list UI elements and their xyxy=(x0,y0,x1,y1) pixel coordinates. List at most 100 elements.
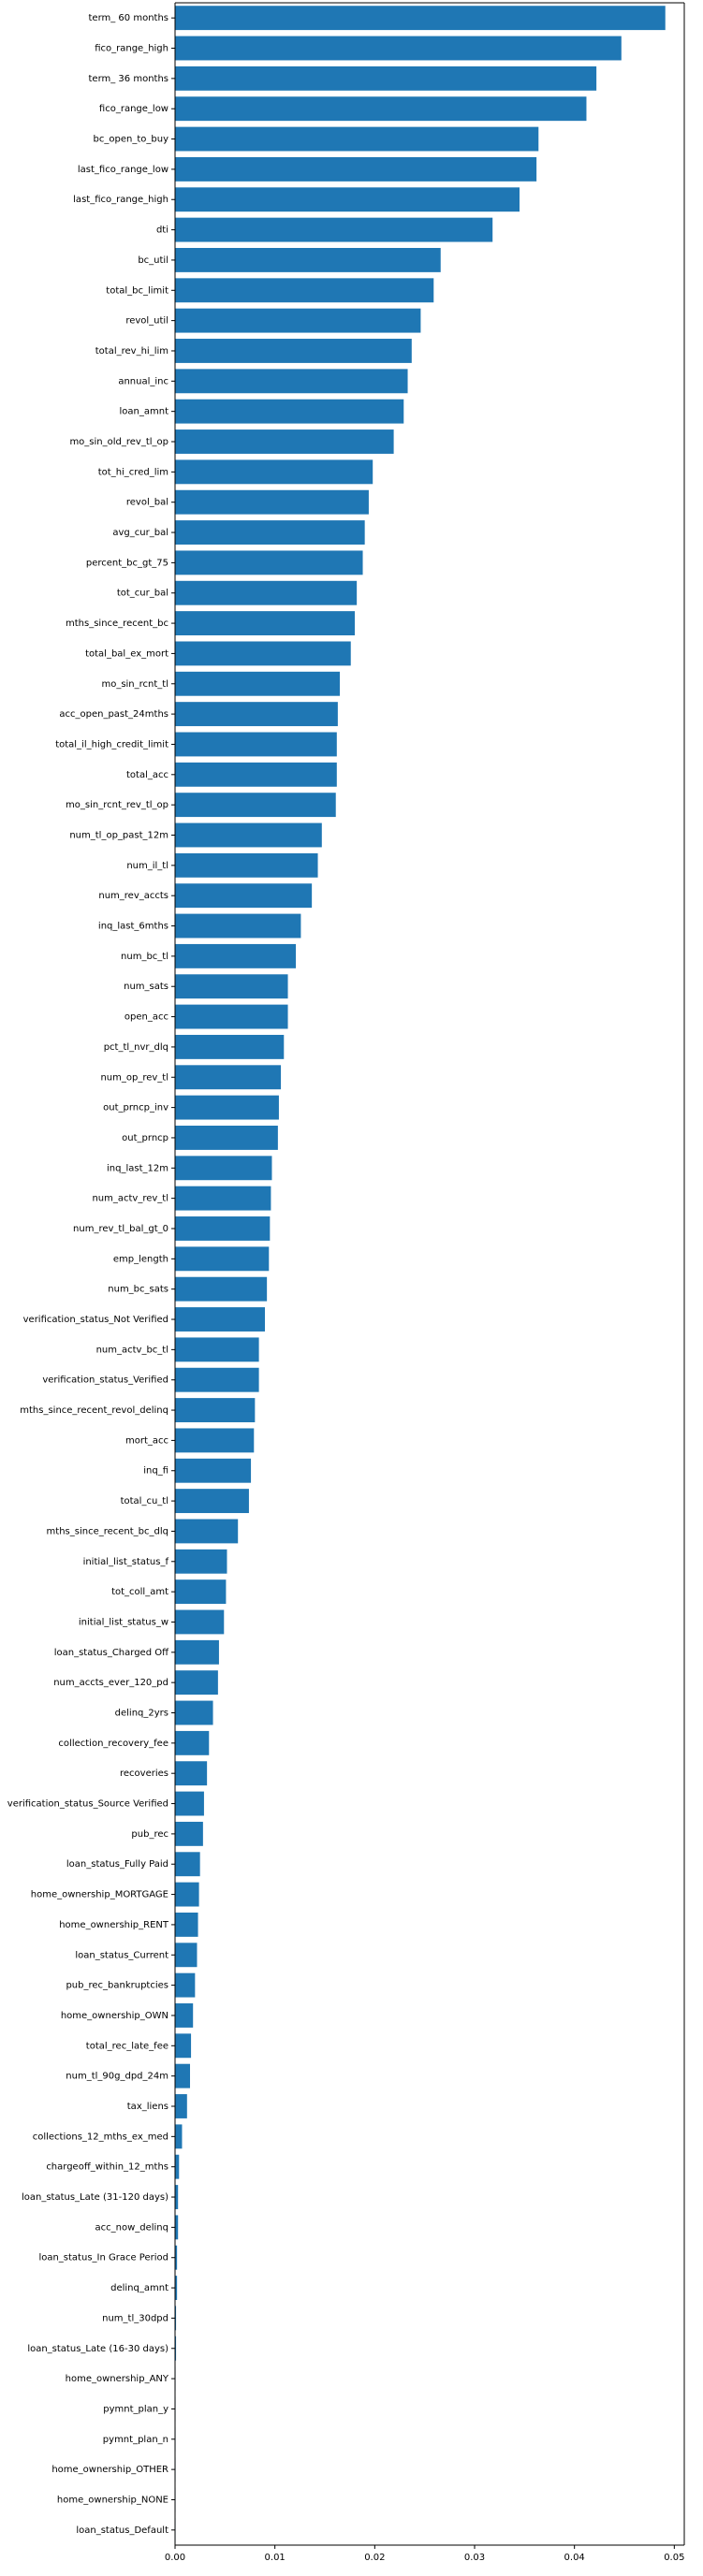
bar xyxy=(175,793,336,818)
y-tick-label: total_bc_limit xyxy=(106,285,168,296)
y-tick-label: verification_status_Source Verified xyxy=(7,1799,168,1810)
bar xyxy=(175,1943,198,1968)
bar xyxy=(175,308,421,333)
y-tick-label: total_rev_hi_lim xyxy=(95,346,168,357)
y-tick-label: num_tl_90g_dpd_24m xyxy=(66,2072,168,2082)
x-tick-label: 0.02 xyxy=(364,2553,385,2563)
bar xyxy=(175,2003,194,2028)
y-tick-label: num_il_tl xyxy=(126,861,168,871)
y-tick-label: open_acc xyxy=(124,1012,168,1023)
bar xyxy=(175,1458,252,1483)
y-tick-label: annual_inc xyxy=(118,376,168,386)
bar xyxy=(175,1276,268,1302)
y-tick-label: collection_recovery_fee xyxy=(58,1739,168,1749)
y-tick-label: mo_sin_rcnt_tl xyxy=(101,679,168,690)
y-tick-label: mths_since_recent_revol_delinq xyxy=(20,1405,168,1416)
bar xyxy=(175,852,318,878)
y-tick-label: total_acc xyxy=(126,770,168,780)
bar xyxy=(175,2185,179,2209)
x-tick-label: 0.03 xyxy=(464,2553,485,2563)
y-tick-label: tot_cur_bal xyxy=(117,589,168,599)
bar xyxy=(175,2063,190,2088)
y-tick-label: acc_now_delinq xyxy=(95,2222,168,2233)
bar xyxy=(175,2094,187,2118)
y-tick-label: mo_sin_rcnt_rev_tl_op xyxy=(66,800,168,810)
y-tick-label: home_ownership_OTHER xyxy=(51,2465,168,2475)
y-tick-label: num_bc_sats xyxy=(108,1285,168,1295)
y-tick-label: term_ 60 months xyxy=(89,13,169,23)
y-tick-label: verification_status_Verified xyxy=(42,1375,168,1386)
y-tick-label: verification_status_Not Verified xyxy=(23,1315,168,1325)
y-tick-label: fico_range_low xyxy=(99,104,168,114)
y-tick-label: recoveries xyxy=(120,1768,168,1779)
bar xyxy=(175,943,297,968)
y-tick-label: term_ 36 months xyxy=(89,74,169,84)
y-tick-label: inq_fi xyxy=(143,1466,168,1477)
bar xyxy=(175,2245,178,2270)
y-tick-label: loan_status_Late (16-30 days) xyxy=(27,2344,168,2354)
y-tick-label: fico_range_high xyxy=(95,44,168,54)
y-tick-label: loan_amnt xyxy=(120,407,169,417)
bar xyxy=(175,1428,255,1453)
bar xyxy=(175,580,358,605)
bar xyxy=(175,1065,282,1090)
y-tick-label: tot_hi_cred_lim xyxy=(98,467,168,477)
y-tick-label: loan_status_In Grace Period xyxy=(38,2253,168,2263)
y-tick-label: delinq_amnt xyxy=(110,2283,168,2293)
y-tick-label: collections_12_mths_ex_med xyxy=(33,2132,168,2142)
bar xyxy=(175,2033,192,2059)
bar xyxy=(175,459,373,485)
bar xyxy=(175,1700,213,1725)
y-tick-label: num_tl_30dpd xyxy=(102,2313,168,2323)
bar xyxy=(175,2306,177,2331)
y-tick-label: dti xyxy=(156,226,168,236)
y-tick-label: pymnt_plan_y xyxy=(103,2404,168,2414)
y-tick-label: num_rev_accts xyxy=(98,891,168,901)
y-tick-label: pub_rec_bankruptcies xyxy=(66,1981,168,1991)
bar xyxy=(175,1156,272,1181)
y-tick-label: out_prncp_inv xyxy=(103,1103,168,1113)
bar xyxy=(175,1367,259,1392)
y-tick-label: num_op_rev_tl xyxy=(100,1072,168,1083)
y-tick-label: percent_bc_gt_75 xyxy=(86,558,168,568)
y-tick-label: out_prncp xyxy=(122,1133,168,1143)
bar xyxy=(175,1126,278,1150)
y-tick-label: pct_tl_nvr_dlq xyxy=(104,1042,168,1053)
y-tick-label: bc_open_to_buy xyxy=(94,135,169,145)
bar xyxy=(175,1579,227,1605)
bar xyxy=(175,1398,256,1422)
bar xyxy=(175,974,288,999)
y-tick-label: num_accts_ever_120_pd xyxy=(53,1678,168,1688)
y-tick-label: loan_status_Default xyxy=(76,2525,168,2536)
y-tick-label: mort_acc xyxy=(125,1435,168,1446)
bar xyxy=(175,913,301,939)
bar xyxy=(175,1972,196,1998)
bar xyxy=(175,2336,177,2361)
y-tick-label: last_fico_range_low xyxy=(78,165,168,175)
y-tick-label: home_ownership_RENT xyxy=(59,1920,169,1930)
bar xyxy=(175,217,493,242)
y-tick-label: total_cu_tl xyxy=(121,1496,168,1506)
bar xyxy=(175,278,434,303)
y-tick-label: loan_status_Fully Paid xyxy=(66,1859,168,1870)
y-tick-label: inq_last_12m xyxy=(107,1163,168,1173)
x-tick-label: 0.04 xyxy=(564,2553,585,2563)
y-tick-label: last_fico_range_high xyxy=(73,195,168,205)
bar xyxy=(175,65,597,91)
y-tick-label: num_actv_bc_tl xyxy=(96,1345,168,1355)
y-tick-label: home_ownership_MORTGAGE xyxy=(31,1890,168,1900)
x-tick-label: 0.00 xyxy=(165,2553,185,2563)
bar xyxy=(175,187,520,212)
bar xyxy=(175,369,408,394)
y-tick-label: home_ownership_OWN xyxy=(61,2011,168,2021)
y-tick-label: tax_liens xyxy=(127,2102,168,2112)
bar xyxy=(175,1730,210,1755)
y-tick-label: num_bc_tl xyxy=(121,952,168,962)
bar xyxy=(175,1549,227,1574)
bar xyxy=(175,550,363,575)
bar xyxy=(175,702,338,727)
bar xyxy=(175,2154,180,2179)
bar xyxy=(175,1186,271,1211)
